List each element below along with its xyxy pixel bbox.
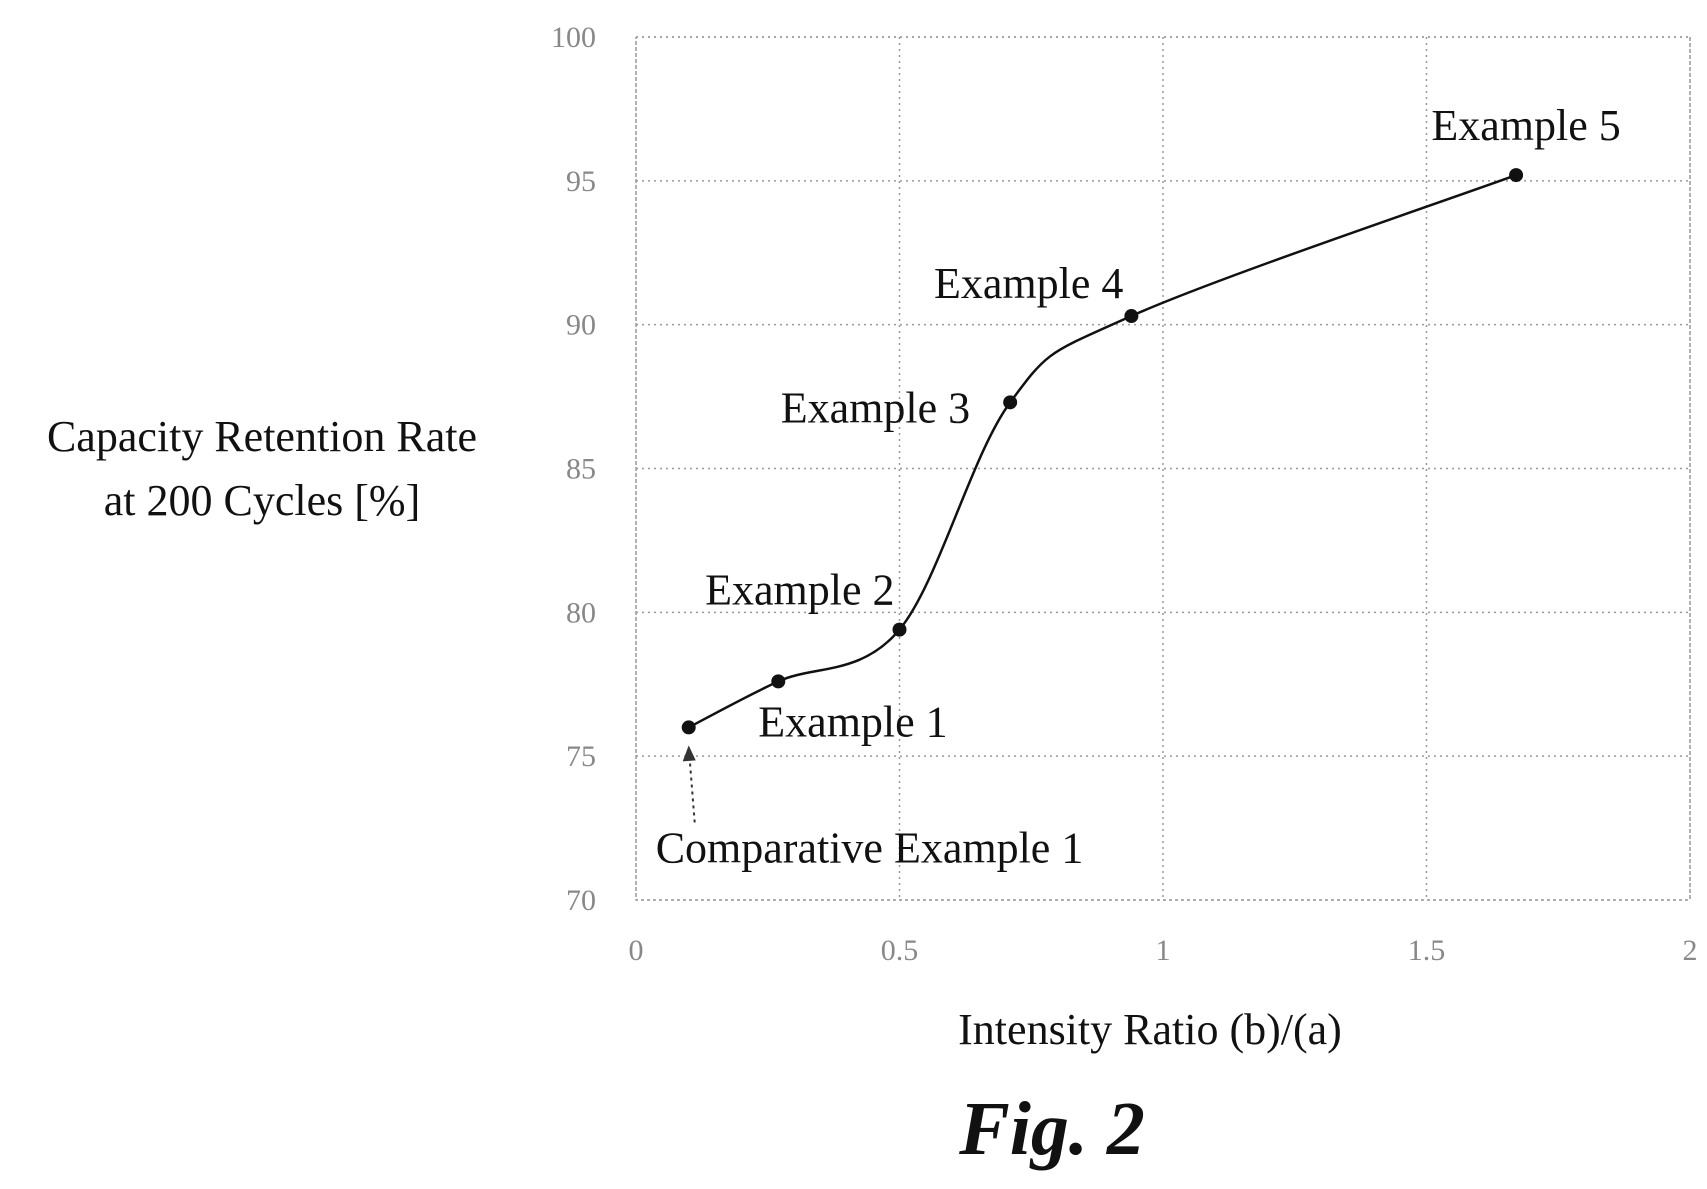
series-line — [688, 173, 1517, 729]
data-point-0 — [681, 720, 696, 735]
x-tick-label: 2 — [1683, 934, 1698, 967]
figure-caption: Fig. 2 — [958, 1087, 1145, 1171]
y-axis-tick-labels: 70 75 80 85 90 95 100 — [551, 21, 596, 917]
y-tick-label: 70 — [566, 884, 596, 917]
plot-area-frame — [635, 36, 1691, 901]
y-tick-label: 95 — [566, 165, 596, 198]
y-axis-title-line-2: at 200 Cycles [%] — [104, 476, 420, 525]
point-labels: Comparative Example 1 Example 1 Example 2 E… — [656, 101, 1621, 872]
point-label: Example 3 — [781, 383, 970, 432]
data-points — [681, 168, 1524, 735]
y-tick-label: 85 — [566, 453, 596, 486]
y-axis-title-line-1: Capacity Retention Rate — [47, 412, 477, 461]
y-tick-label: 75 — [566, 740, 596, 773]
data-point-2 — [892, 622, 907, 637]
data-point-1 — [771, 674, 786, 689]
y-tick-label: 80 — [566, 596, 596, 629]
point-label: Example 1 — [758, 697, 947, 746]
data-point-5 — [1509, 168, 1524, 183]
comparative-example-arrowhead — [682, 745, 696, 762]
x-tick-label: 0.5 — [881, 934, 919, 967]
x-tick-label: 1.5 — [1408, 934, 1446, 967]
data-point-4 — [1124, 309, 1139, 324]
point-label: Example 4 — [934, 259, 1123, 308]
data-point-3 — [1003, 395, 1018, 410]
x-axis-tick-labels: 0 0.5 1 1.5 2 — [629, 934, 1698, 967]
point-label: Example 2 — [705, 566, 894, 615]
point-label: Comparative Example 1 — [656, 823, 1084, 872]
grid-lines — [635, 36, 1691, 901]
y-tick-label: 90 — [566, 309, 596, 342]
comparative-example-arrow — [688, 759, 696, 823]
x-tick-label: 0 — [629, 934, 644, 967]
x-tick-label: 1 — [1156, 934, 1171, 967]
x-axis-title: Intensity Ratio (b)/(a) — [958, 1005, 1342, 1054]
y-tick-label: 100 — [551, 21, 596, 54]
point-label: Example 5 — [1431, 101, 1620, 150]
